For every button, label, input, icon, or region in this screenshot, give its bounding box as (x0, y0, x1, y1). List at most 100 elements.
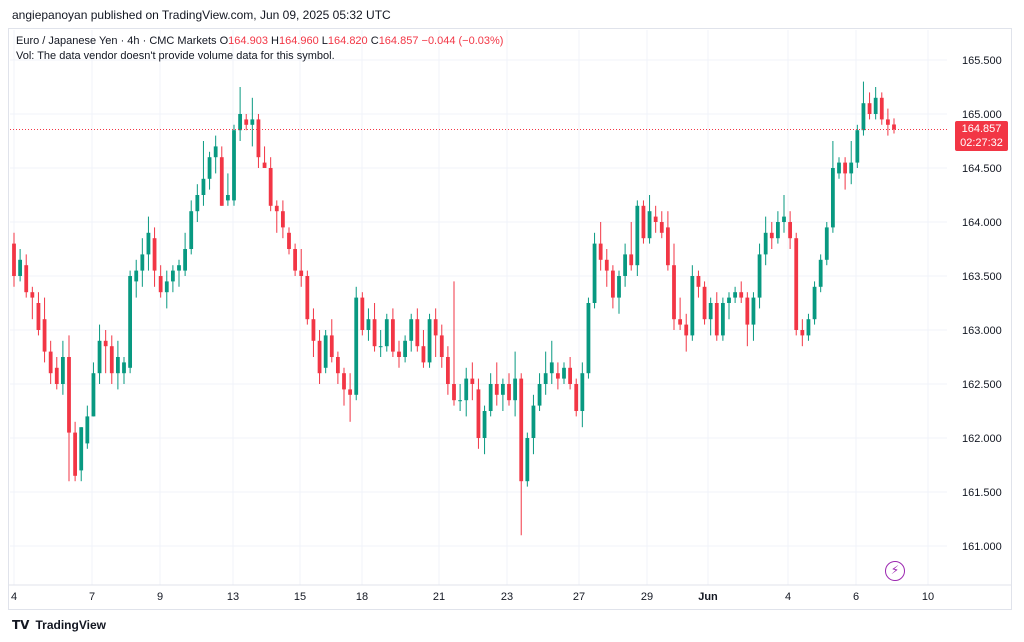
candle (250, 97, 255, 147)
candle-body (201, 178, 206, 195)
candle (219, 146, 224, 206)
candle-body (531, 405, 536, 438)
candle-body (665, 227, 670, 266)
candle-body (812, 286, 817, 320)
candle-body (354, 297, 359, 395)
candle (867, 92, 872, 120)
publisher-text: angiepanoyan published on TradingView.co… (12, 8, 391, 22)
candle-body (757, 254, 762, 298)
candle (500, 378, 505, 411)
candle (568, 357, 573, 390)
candle-body (562, 367, 566, 379)
y-tick-label: 162.500 (962, 379, 1002, 391)
candle (372, 303, 377, 352)
candle-body (641, 205, 646, 239)
candle-body (207, 157, 212, 179)
candle-body (158, 276, 163, 293)
bar-countdown: 02:27:32 (960, 137, 1003, 149)
candle (720, 297, 725, 341)
candle-body (885, 119, 890, 125)
candle (635, 200, 640, 276)
flash-icon[interactable]: ⚡ (885, 561, 905, 581)
candle (843, 157, 848, 190)
candle-body (403, 340, 408, 357)
candle (274, 200, 279, 233)
candle (134, 259, 139, 298)
candle (824, 222, 829, 266)
close-value: 164.857 (378, 35, 419, 47)
candle (696, 270, 701, 298)
x-tick-label: Jun (698, 591, 718, 603)
candle-body (268, 168, 273, 206)
candle-body (170, 270, 175, 282)
brand-name: TradingView (35, 618, 106, 632)
candle (775, 211, 780, 244)
candle-body (855, 130, 860, 163)
candle-body (213, 146, 218, 158)
candle-body (439, 335, 444, 357)
candle (232, 124, 236, 206)
candle (170, 265, 175, 293)
candle (879, 92, 884, 125)
candle (293, 243, 298, 276)
candle-body (183, 249, 188, 271)
y-tick-label: 163.000 (962, 325, 1002, 337)
candle (647, 195, 652, 244)
candle-body (751, 297, 756, 325)
high-label: H (271, 35, 279, 47)
candle (470, 362, 475, 401)
candle-body (702, 286, 707, 320)
candle-body (415, 319, 420, 347)
candle-body (580, 373, 585, 411)
candle (30, 286, 35, 320)
candle (335, 351, 340, 384)
candle (629, 222, 634, 271)
candle (818, 254, 823, 293)
candle (513, 351, 518, 417)
candle (830, 141, 835, 233)
candle (397, 340, 401, 368)
candle (115, 340, 120, 390)
candle-body (775, 222, 780, 239)
candle (305, 270, 310, 325)
candle-body (18, 259, 23, 276)
chart-legend: Euro / Japanese Yen · 4h · CMC Markets O… (16, 34, 503, 49)
open-label: O (219, 35, 229, 47)
low-label: L (321, 35, 328, 47)
x-tick-label: 7 (89, 591, 95, 603)
y-tick-label: 161.500 (962, 487, 1002, 499)
candle (782, 195, 786, 233)
candle-body (274, 205, 279, 212)
candle (543, 351, 548, 395)
chart-frame (8, 28, 1012, 610)
candle (299, 249, 304, 287)
candle (109, 335, 114, 384)
candle (244, 114, 249, 131)
candle-body (238, 114, 243, 131)
candle (452, 281, 456, 406)
candle (739, 281, 744, 303)
candle (562, 362, 566, 384)
candle (433, 308, 438, 357)
candle-body (299, 270, 304, 276)
candle (225, 173, 230, 206)
candle-body (329, 335, 334, 357)
candle-body (739, 292, 744, 298)
candle (103, 330, 108, 374)
candle-body (164, 281, 169, 293)
candle-body (225, 195, 230, 201)
candle (623, 243, 628, 287)
candle-body (348, 389, 353, 395)
candle (183, 232, 188, 276)
candle (763, 216, 768, 266)
candle-body (464, 378, 469, 401)
low-value: 164.820 (327, 35, 368, 47)
candle (745, 292, 750, 347)
candle-body (733, 292, 738, 298)
candle-body (122, 362, 126, 374)
candle-body (372, 319, 377, 347)
candle (409, 313, 414, 352)
candle (164, 270, 169, 309)
candle (702, 281, 707, 325)
